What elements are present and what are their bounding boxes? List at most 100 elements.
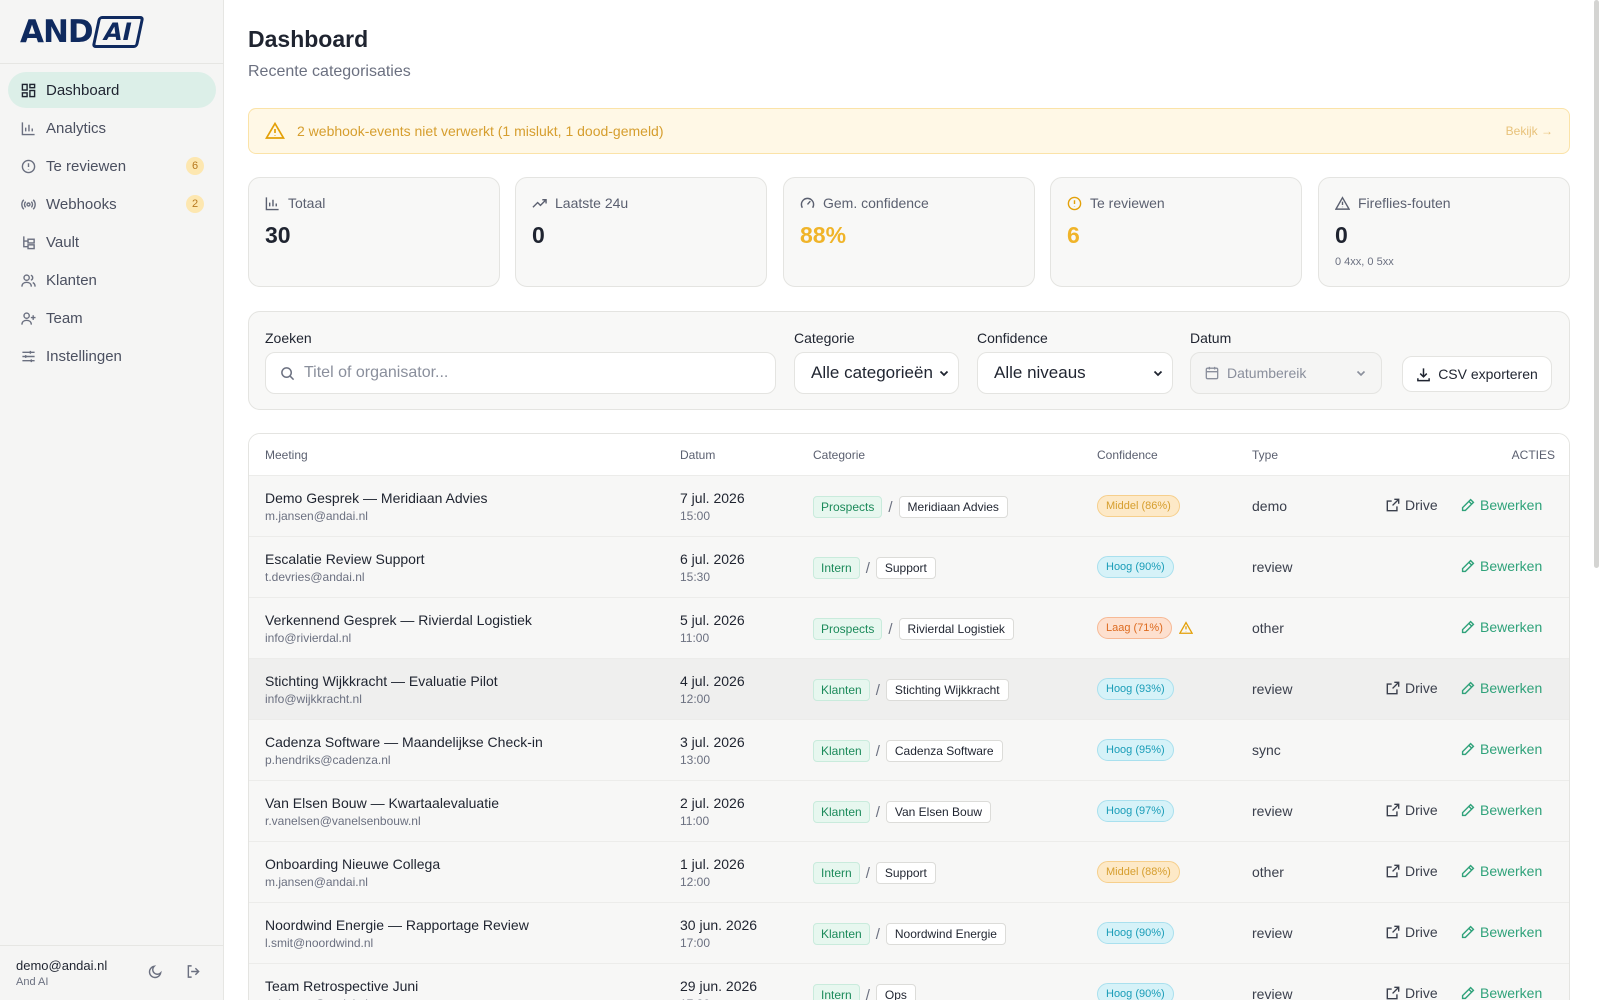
brand-logo[interactable]: AND AI (20, 14, 144, 50)
meeting-title[interactable]: Onboarding Nieuwe Collega (265, 856, 441, 872)
chevron-down-icon (1153, 370, 1163, 377)
meeting-title[interactable]: Van Elsen Bouw — Kwartaalevaluatie (265, 795, 499, 811)
stat-label-text: Fireflies-fouten (1358, 195, 1451, 211)
trend-up-icon (532, 198, 547, 208)
user-email: demo@andai.nl (16, 958, 108, 973)
meeting-time: 13:00 (680, 753, 711, 767)
drive-link[interactable]: Drive (1386, 924, 1438, 940)
edit-button[interactable]: Bewerken (1461, 985, 1542, 1000)
alert-view-link[interactable]: Bekijk → (1505, 124, 1553, 138)
pencil-icon (1461, 681, 1475, 695)
sidebar-footer: demo@andai.nl And AI (0, 945, 224, 1000)
drive-link[interactable]: Drive (1386, 802, 1438, 818)
moon-icon[interactable] (146, 962, 164, 980)
logout-icon[interactable] (184, 962, 202, 980)
sidebar-item-team[interactable]: Team (8, 300, 216, 336)
sidebar-item-dashboard[interactable]: Dashboard (8, 72, 216, 108)
table-row[interactable]: Noordwind Energie — Rapportage Review l.s… (249, 903, 1569, 964)
edit-button-label: Bewerken (1480, 497, 1543, 513)
meeting-date: 5 jul. 2026 (680, 612, 745, 628)
table-row[interactable]: Team Retrospective Juni m.jansen@andai.nl… (249, 964, 1569, 1000)
table-row[interactable]: Stichting Wijkkracht — Evaluatie Pilot in… (249, 659, 1569, 720)
column-header-confidence[interactable]: Confidence (1097, 448, 1158, 462)
table-row[interactable]: Van Elsen Bouw — Kwartaalevaluatie r.vane… (249, 781, 1569, 842)
sidebar-item-label: Klanten (46, 271, 97, 289)
edit-button[interactable]: Bewerken (1461, 741, 1542, 757)
search-input[interactable] (304, 364, 775, 382)
column-header-meeting[interactable]: Meeting (265, 448, 308, 462)
organization-tag: Support (875, 862, 936, 884)
meeting-title[interactable]: Cadenza Software — Maandelijkse Check-in (265, 734, 543, 750)
edit-button[interactable]: Bewerken (1461, 802, 1542, 818)
chevron-down-icon (939, 370, 949, 377)
table-row[interactable]: Verkennend Gesprek — Rivierdal Logistiek… (249, 598, 1569, 659)
sidebar-item-label: Te reviewen (46, 157, 127, 175)
search-box[interactable] (265, 352, 776, 394)
column-header-acties: ACTIES (1511, 448, 1555, 462)
drive-link[interactable]: Drive (1386, 863, 1438, 879)
sidebar-item-vault[interactable]: Vault (8, 224, 216, 260)
confidence-cell: Laag (71%) (1097, 617, 1193, 639)
category-path: Klanten / Cadenza Software (813, 740, 1003, 762)
pencil-icon (1461, 986, 1475, 1000)
date-range-picker[interactable]: Datumbereik (1190, 352, 1382, 394)
edit-button-label: Bewerken (1480, 863, 1543, 879)
stat-label-text: Gem. confidence (823, 195, 929, 211)
sidebar-item-label: Analytics (46, 119, 107, 137)
column-header-type[interactable]: Type (1252, 448, 1279, 462)
edit-button[interactable]: Bewerken (1461, 680, 1542, 696)
meeting-title[interactable]: Escalatie Review Support (265, 551, 425, 567)
meeting-date: 3 jul. 2026 (680, 734, 745, 750)
confidence-select[interactable]: Alle niveaus (977, 352, 1173, 394)
meeting-title[interactable]: Demo Gesprek — Meridiaan Advies (265, 490, 488, 506)
confidence-badge: Middel (88%) (1097, 861, 1180, 883)
stat-value: 0 (1335, 222, 1348, 248)
edit-button[interactable]: Bewerken (1461, 863, 1542, 879)
category-select[interactable]: Alle categorieën (794, 352, 959, 394)
drive-link[interactable]: Drive (1386, 680, 1438, 696)
bar-chart-icon (20, 120, 36, 136)
meeting-title[interactable]: Stichting Wijkkracht — Evaluatie Pilot (265, 673, 498, 689)
sliders-icon (20, 348, 36, 364)
column-header-datum[interactable]: Datum (680, 448, 716, 462)
edit-button-label: Bewerken (1480, 741, 1543, 757)
edit-button-label: Bewerken (1480, 558, 1543, 574)
csv-export-button[interactable]: CSV exporteren (1402, 356, 1552, 392)
drive-link[interactable]: Drive (1386, 497, 1438, 513)
category-tag: Klanten (813, 679, 870, 701)
drive-link-label: Drive (1405, 985, 1438, 1000)
sidebar-divider (0, 63, 224, 64)
sidebar-item-instellingen[interactable]: Instellingen (8, 338, 216, 374)
table-row[interactable]: Escalatie Review Support t.devries@andai.… (249, 537, 1569, 598)
edit-button[interactable]: Bewerken (1461, 924, 1542, 940)
sidebar-item-te-reviewen[interactable]: Te reviewen 6 (8, 148, 216, 184)
column-header-categorie[interactable]: Categorie (813, 448, 866, 462)
meeting-time: 11:00 (680, 631, 710, 645)
table-row[interactable]: Demo Gesprek — Meridiaan Advies m.jansen@… (249, 476, 1569, 537)
meeting-type: other (1252, 864, 1284, 880)
category-path: Prospects / Rivierdal Logistiek (813, 618, 1014, 640)
meeting-title[interactable]: Noordwind Energie — Rapportage Review (265, 917, 529, 933)
meeting-title[interactable]: Verkennend Gesprek — Rivierdal Logistiek (265, 612, 532, 628)
pencil-icon (1461, 742, 1475, 756)
sidebar-item-webhooks[interactable]: Webhooks 2 (8, 186, 216, 222)
confidence-badge: Hoog (90%) (1097, 983, 1174, 1000)
edit-button[interactable]: Bewerken (1461, 619, 1542, 635)
edit-button[interactable]: Bewerken (1461, 497, 1542, 513)
pencil-icon (1461, 864, 1475, 878)
warning-icon (265, 121, 285, 139)
users-icon (20, 272, 36, 288)
drive-link[interactable]: Drive (1386, 985, 1438, 1000)
table-row[interactable]: Cadenza Software — Maandelijkse Check-in… (249, 720, 1569, 781)
category-separator: / (888, 620, 893, 638)
page-scrollbar-thumb[interactable] (1594, 0, 1599, 568)
sidebar-item-klanten[interactable]: Klanten (8, 262, 216, 298)
category-tag: Intern (813, 862, 860, 884)
meeting-organizer: info@rivierdal.nl (265, 631, 352, 645)
sidebar-item-analytics[interactable]: Analytics (8, 110, 216, 146)
meeting-organizer: m.jansen@andai.nl (265, 997, 368, 1000)
pencil-icon (1461, 925, 1475, 939)
table-row[interactable]: Onboarding Nieuwe Collega m.jansen@andai.… (249, 842, 1569, 903)
edit-button[interactable]: Bewerken (1461, 558, 1542, 574)
meeting-title[interactable]: Team Retrospective Juni (265, 978, 419, 994)
